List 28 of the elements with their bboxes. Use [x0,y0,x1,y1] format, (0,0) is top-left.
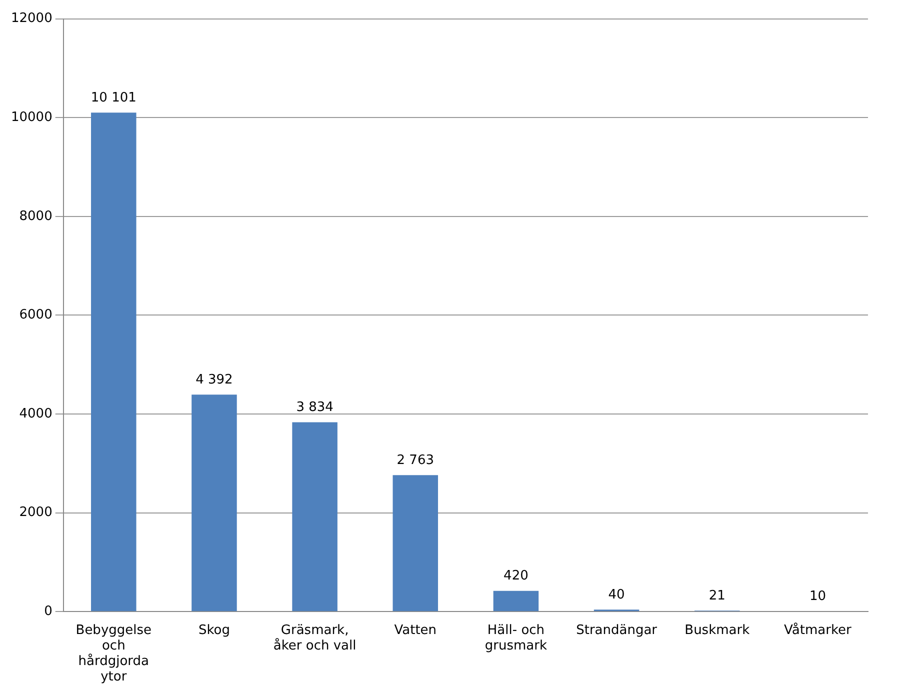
data-label: 2 763 [396,452,434,468]
bar [392,475,438,612]
data-label: 4 392 [196,372,233,388]
y-tick-label: 2000 [19,505,52,520]
x-tick-label: Vatten [394,622,437,638]
x-tick-label: Häll- och grusmark [484,622,548,654]
bar [493,590,539,612]
data-label: 10 101 [90,90,136,106]
data-label: 420 [504,568,528,584]
bar [292,422,338,612]
data-label: 10 [809,588,826,604]
y-tick-label: 4000 [19,406,52,422]
y-tick-label: 0 [44,604,52,619]
x-tick-label: Gräsmark, åker och vall [273,622,356,654]
data-label: 3 834 [296,400,334,416]
bar [91,112,136,612]
data-label: 40 [608,588,625,602]
x-tick-label: Våtmarker [784,622,852,638]
y-tick-label: 12000 [10,11,52,26]
y-tick-label: 10000 [10,110,52,125]
x-tick-label: Strandängar [576,622,658,638]
y-tick-label: 8000 [19,208,52,224]
bar [192,394,237,612]
x-tick-label: Buskmark [684,622,750,638]
data-label: 21 [708,588,726,604]
y-tick-label: 6000 [19,308,52,323]
x-tick-label: Skog [198,622,230,638]
x-tick-label: Bebyggelse och hårdgjorda ytor [76,622,152,685]
